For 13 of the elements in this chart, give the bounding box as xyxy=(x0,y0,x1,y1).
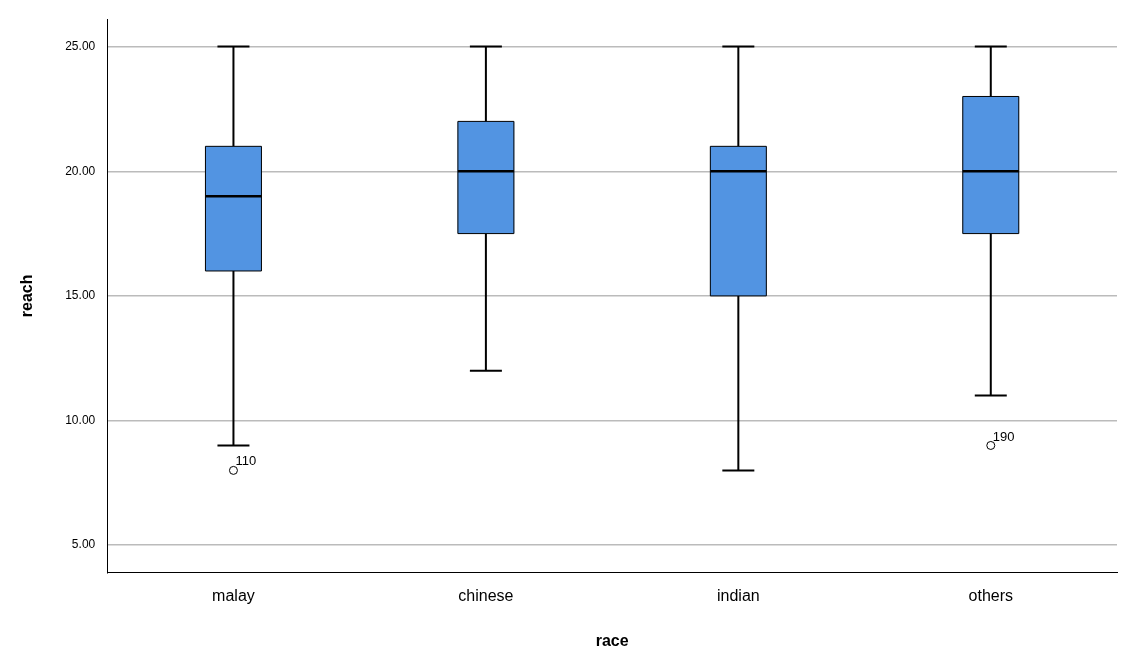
x-tick-label: indian xyxy=(716,586,760,604)
y-tick-label: 20.00 xyxy=(65,163,96,178)
annotation: 110 xyxy=(235,453,257,469)
annotation: 190 xyxy=(992,428,1015,444)
y-axis-title: reach xyxy=(18,274,36,318)
y-tick-label: 5.00 xyxy=(71,537,96,552)
x-tick-label: chinese xyxy=(458,586,514,604)
x-tick-label: malay xyxy=(212,586,255,604)
y-tick-label: 15.00 xyxy=(65,288,96,303)
y-tick-label: 25.00 xyxy=(65,38,96,53)
x-tick-label: others xyxy=(968,586,1014,604)
x-axis-title: race xyxy=(595,631,629,649)
y-tick-label: 10.00 xyxy=(65,412,96,427)
